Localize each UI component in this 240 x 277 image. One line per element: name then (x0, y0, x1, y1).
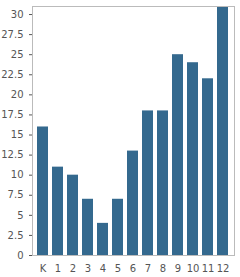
svg-text:5: 5 (17, 210, 23, 221)
svg-text:0: 0 (17, 250, 23, 261)
svg-text:2.5: 2.5 (8, 230, 24, 241)
svg-text:12: 12 (217, 263, 230, 274)
svg-text:6: 6 (130, 263, 136, 274)
svg-text:3: 3 (85, 263, 91, 274)
svg-text:27.5: 27.5 (1, 29, 23, 40)
svg-text:4: 4 (100, 263, 106, 274)
svg-text:5: 5 (115, 263, 121, 274)
svg-text:1: 1 (55, 263, 61, 274)
svg-text:17.5: 17.5 (1, 109, 23, 120)
svg-text:30: 30 (11, 9, 24, 20)
svg-text:10: 10 (11, 169, 24, 180)
svg-text:22.5: 22.5 (1, 69, 23, 80)
svg-text:10: 10 (187, 263, 200, 274)
svg-text:2: 2 (70, 263, 76, 274)
svg-text:12.5: 12.5 (1, 149, 23, 160)
svg-text:K: K (40, 263, 47, 274)
svg-text:15: 15 (11, 129, 24, 140)
svg-text:20: 20 (11, 89, 24, 100)
svg-text:25: 25 (11, 49, 24, 60)
svg-text:7.5: 7.5 (8, 189, 24, 200)
svg-text:7: 7 (145, 263, 151, 274)
svg-text:9: 9 (175, 263, 181, 274)
svg-text:8: 8 (160, 263, 166, 274)
svg-text:11: 11 (202, 263, 215, 274)
